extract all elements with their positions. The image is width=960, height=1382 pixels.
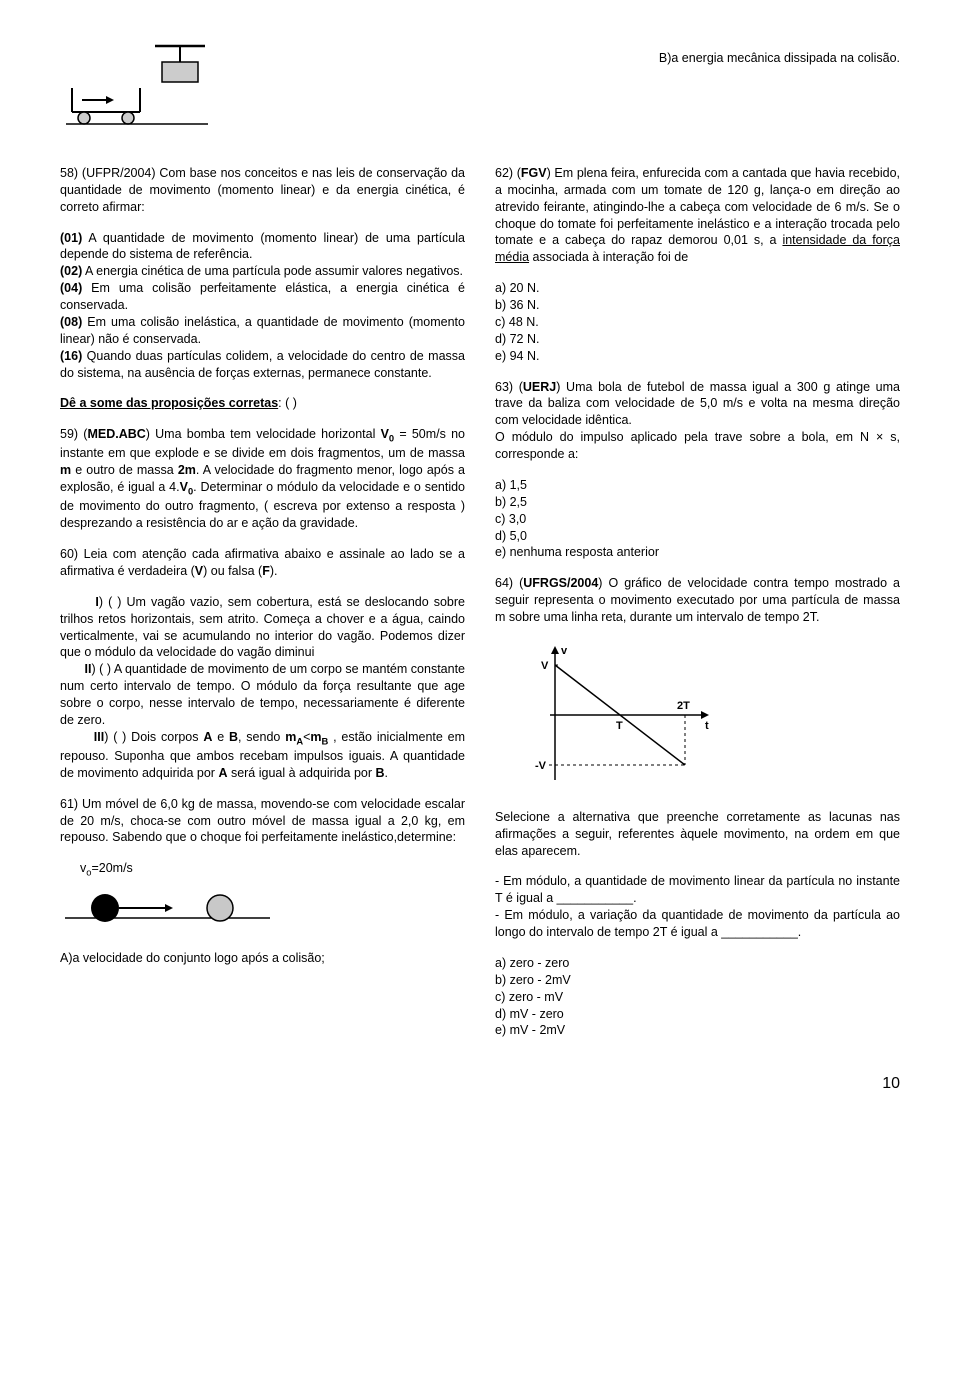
svg-text:-V: -V [535, 760, 547, 772]
right-column: 62) (FGV) Em plena feira, enfurecida com… [495, 165, 900, 1053]
q62-options: a) 20 N. b) 36 N. c) 48 N. d) 72 N. e) 9… [495, 280, 900, 364]
page-number: 10 [60, 1073, 900, 1095]
q64-post: Selecione a alternativa que preenche cor… [495, 809, 900, 860]
velocity-chart: vV -V T 2T t [515, 640, 900, 795]
q63-p2: O módulo do impulso aplicado pela trave … [495, 429, 900, 463]
svg-text:2T: 2T [677, 700, 690, 712]
q58-intro: 58) (UFPR/2004) Com base nos conceitos e… [60, 165, 465, 216]
q64: 64) (UFRGS/2004) O gráfico de velocidade… [495, 575, 900, 626]
collision-diagram [60, 886, 465, 941]
q59: 59) (MED.ABC) Uma bomba tem velocidade h… [60, 426, 465, 532]
wagon-diagram [60, 40, 210, 135]
q61-a: A)a velocidade do conjunto logo após a c… [60, 950, 465, 967]
q64-stmt2: - Em módulo, a variação da quantidade de… [495, 907, 900, 941]
svg-text:t: t [705, 720, 709, 732]
q64-options: a) zero - zero b) zero - 2mV c) zero - m… [495, 955, 900, 1039]
q60-intro: 60) Leia com atenção cada afirmativa aba… [60, 546, 465, 580]
q61-vo: vo=20m/s [80, 860, 465, 879]
q63-p1: 63) (UERJ) Uma bola de futebol de massa … [495, 379, 900, 430]
svg-text:T: T [616, 720, 623, 732]
svg-text:V: V [541, 660, 549, 672]
q62: 62) (FGV) Em plena feira, enfurecida com… [495, 165, 900, 266]
q58-props: (01) A quantidade de movimento (momento … [60, 230, 465, 382]
q61: 61) Um móvel de 6,0 kg de massa, movendo… [60, 796, 465, 847]
q63-options: a) 1,5 b) 2,5 c) 3,0 d) 5,0 e) nenhuma r… [495, 477, 900, 561]
svg-text:v: v [561, 645, 568, 657]
q60-items: I) ( ) Um vagão vazio, sem cobertura, es… [60, 594, 465, 782]
q64-stmt1: - Em módulo, a quantidade de movimento l… [495, 873, 900, 907]
q58-sum: Dê a some das proposições corretas: ( ) [60, 395, 465, 412]
header-b-text: B)a energia mecânica dissipada na colisã… [659, 40, 900, 67]
left-column: 58) (UFPR/2004) Com base nos conceitos e… [60, 165, 465, 1053]
